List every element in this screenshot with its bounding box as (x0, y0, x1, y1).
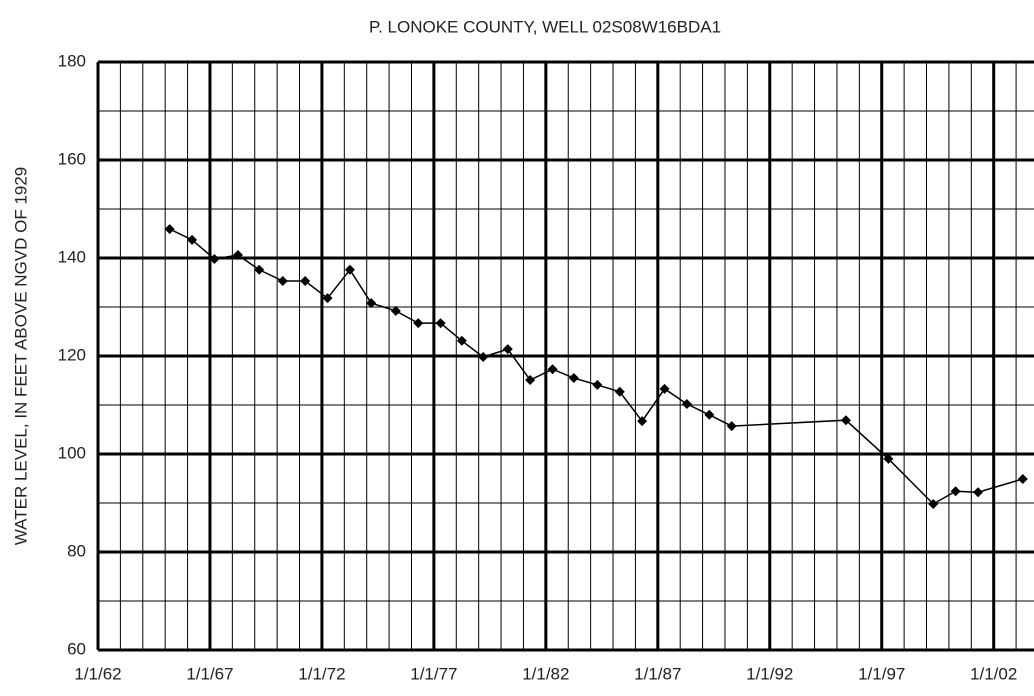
data-point (413, 318, 424, 329)
data-point (478, 351, 489, 362)
data-point (928, 498, 939, 509)
data-point (681, 399, 692, 410)
x-tick-label: 1/1/97 (858, 664, 905, 683)
data-line (169, 228, 1024, 505)
data-point (300, 276, 311, 287)
y-tick-label: 180 (58, 51, 86, 70)
y-tick-label: 160 (58, 149, 86, 168)
x-tick-label: 1/1/72 (298, 664, 345, 683)
data-point (547, 364, 558, 375)
data-point (1017, 473, 1028, 484)
data-point (322, 293, 333, 304)
y-tick-label: 140 (58, 247, 86, 266)
y-tick-label: 120 (58, 345, 86, 364)
data-point (390, 305, 401, 316)
data-point (187, 234, 198, 245)
data-point (973, 487, 984, 498)
y-tick-label: 100 (58, 443, 86, 462)
data-point (435, 318, 446, 329)
y-axis-label: WATER LEVEL, IN FEET ABOVE NGVD OF 1929 (11, 167, 30, 546)
data-point (592, 379, 603, 390)
y-tick-label: 60 (67, 639, 86, 658)
data-point (568, 373, 579, 384)
data-point (254, 264, 265, 275)
x-tick-label: 1/1/77 (410, 664, 457, 683)
data-point (840, 415, 851, 426)
data-point (525, 375, 536, 386)
x-tick-label: 1/1/87 (634, 664, 681, 683)
x-tick-label: 1/1/62 (74, 664, 121, 683)
x-tick-label: 1/1/92 (746, 664, 793, 683)
data-point (366, 298, 377, 309)
data-point (637, 416, 648, 427)
data-point (502, 344, 513, 355)
data-point (232, 250, 243, 261)
x-tick-label: 1/1/67 (186, 664, 233, 683)
y-tick-label: 80 (67, 541, 86, 560)
data-point (456, 335, 467, 346)
data-point (726, 421, 737, 432)
data-point (344, 264, 355, 275)
chart-title: P. LONOKE COUNTY, WELL 02S08W16BDA1 (369, 17, 721, 36)
data-point (659, 383, 670, 394)
data-point (883, 453, 894, 464)
data-point (704, 409, 715, 420)
data-point (209, 253, 220, 264)
x-tick-label: 1/1/82 (522, 664, 569, 683)
data-point (164, 224, 175, 235)
x-tick-label: 1/1/02 (970, 664, 1017, 683)
data-point (950, 486, 961, 497)
data-point (614, 386, 625, 397)
data-point (277, 276, 288, 287)
